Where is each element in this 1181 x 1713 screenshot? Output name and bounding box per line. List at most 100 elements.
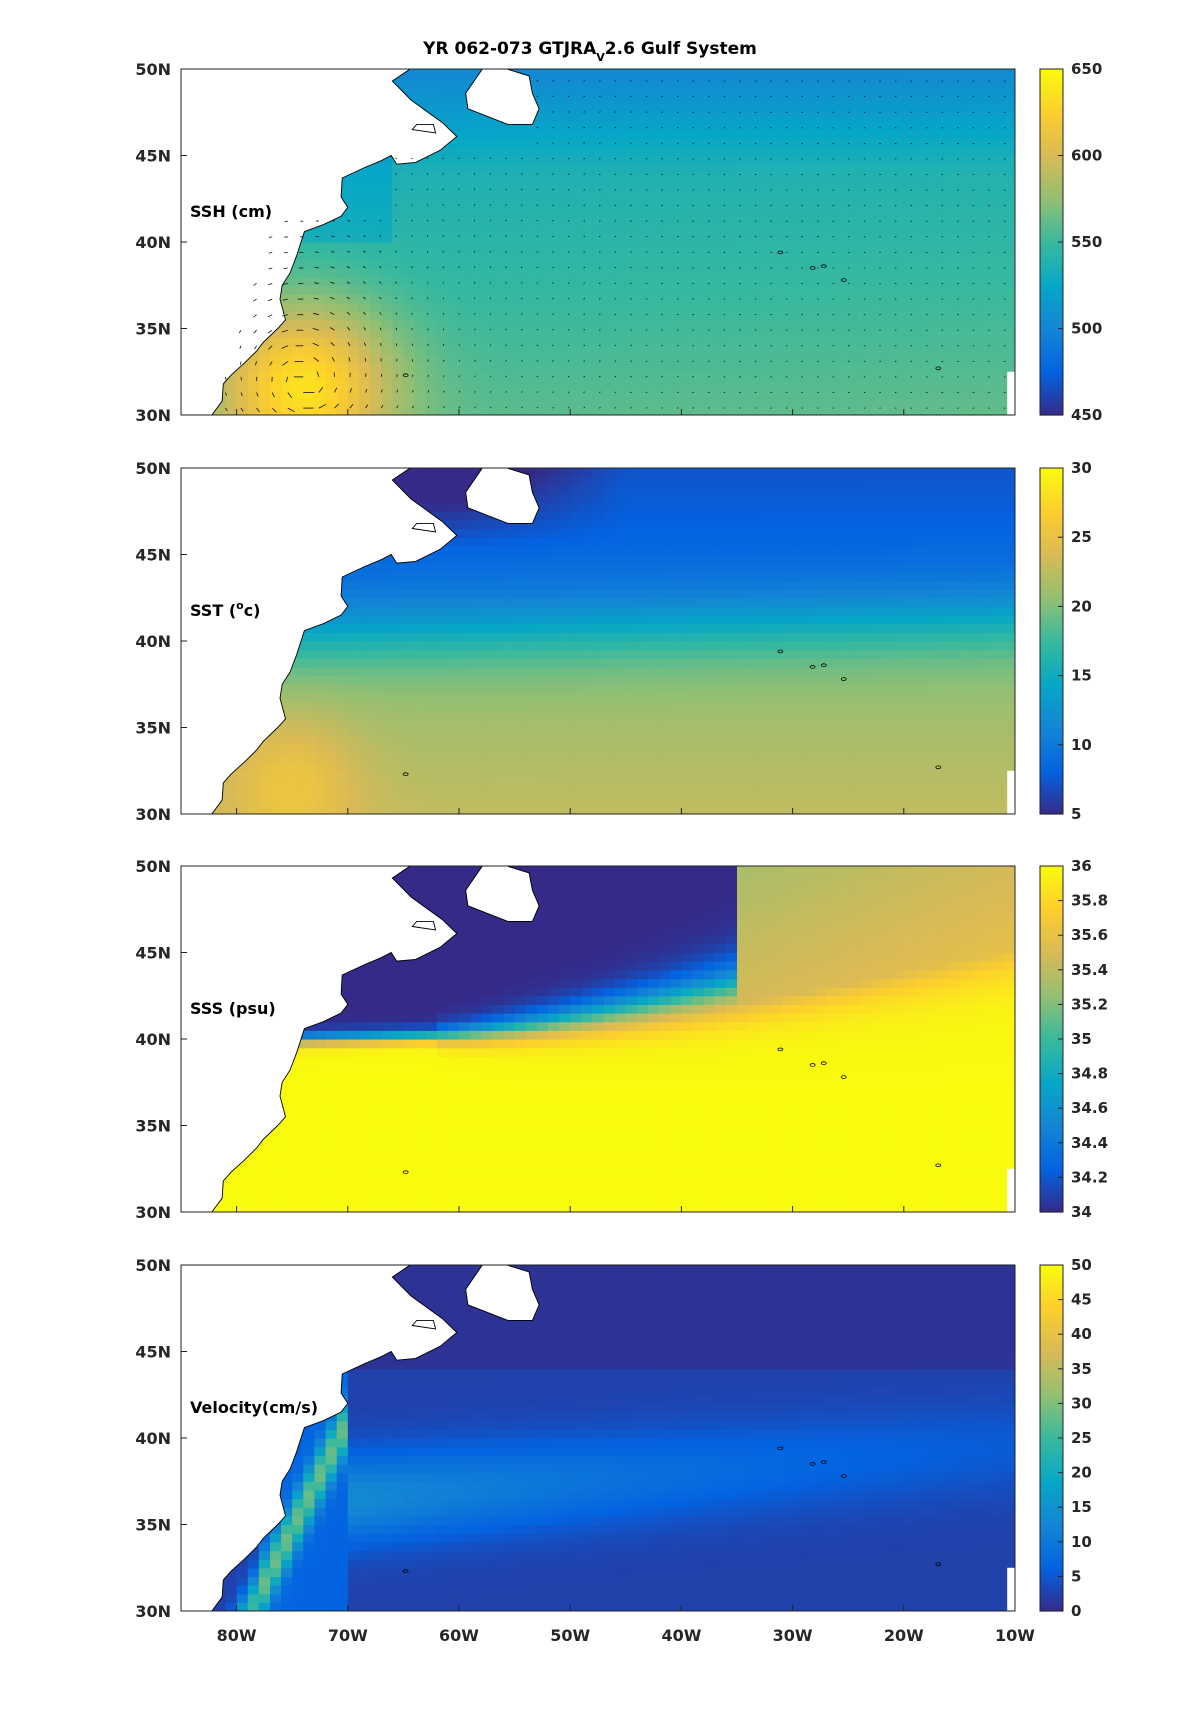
vector-arrow — [583, 344, 586, 347]
colorbar-strip — [1040, 341, 1063, 347]
colorbar-strip — [1040, 1321, 1063, 1327]
colorbar-strip — [1040, 82, 1063, 87]
island-outline — [820, 1061, 827, 1066]
colorbar-tick-label: 500 — [1071, 320, 1102, 338]
colorbar-strip — [1040, 667, 1063, 672]
colorbar-strip — [1040, 965, 1063, 971]
vector-arrow — [268, 345, 273, 350]
colorbar-strip — [1040, 1481, 1063, 1487]
vector-arrow — [520, 157, 523, 160]
colorbar-strip — [1040, 636, 1063, 642]
colorbar-strip — [1040, 1476, 1063, 1482]
vector-arrow — [552, 266, 554, 269]
colorbar-strip — [1040, 887, 1063, 893]
vector-arrow — [505, 266, 507, 269]
colorbar-strip — [1040, 151, 1063, 157]
vector-arrow — [536, 111, 539, 113]
colorbar-strip — [1040, 567, 1063, 573]
vector-arrow — [330, 281, 335, 284]
vector-arrow — [536, 188, 539, 191]
vector-arrow — [362, 265, 366, 269]
colorbar-strip — [1040, 354, 1063, 360]
island-outline — [840, 677, 847, 681]
newfoundland-island — [465, 69, 540, 125]
colorbar-strip — [1040, 619, 1063, 625]
vector-arrow — [334, 387, 338, 393]
missing-cell — [1007, 1168, 1015, 1212]
colorbar-strip — [1040, 788, 1063, 793]
colorbar-strip — [1040, 1103, 1063, 1109]
island-outline — [809, 665, 816, 669]
colorbar-strip — [1040, 879, 1063, 884]
colorbar-strip — [1040, 181, 1063, 187]
colorbar-strip — [1040, 978, 1063, 984]
vector-arrow — [329, 312, 335, 316]
colorbar-strip — [1040, 1099, 1063, 1105]
colorbar-strip — [1040, 1112, 1063, 1118]
colorbar-strip — [1040, 1286, 1063, 1292]
vector-arrow — [552, 235, 554, 238]
vector-arrow — [330, 266, 335, 269]
colorbar-strip — [1040, 541, 1063, 547]
panel-label: Velocity(cm/s) — [190, 1398, 318, 1417]
island-outline — [820, 1460, 827, 1465]
vector-arrow — [552, 142, 554, 144]
colorbar-strip — [1040, 1593, 1063, 1599]
vector-arrow — [363, 327, 366, 331]
colorbar-strip — [1040, 744, 1063, 750]
y-tick-label: 50N — [135, 857, 171, 876]
colorbar-strip — [1040, 1602, 1063, 1608]
colorbar-strip — [1040, 1108, 1063, 1114]
island-outline — [777, 1047, 784, 1052]
vector-arrow — [552, 251, 554, 253]
colorbar-strip — [1040, 956, 1063, 962]
vector-arrow — [489, 328, 492, 331]
colorbar-strip — [1040, 688, 1063, 694]
vector-arrow — [552, 219, 554, 222]
vector-arrow — [567, 407, 570, 409]
island-outline — [402, 1170, 409, 1175]
vector-arrow — [253, 329, 257, 334]
colorbar-strip — [1040, 1403, 1063, 1409]
colorbar-strip — [1040, 1190, 1063, 1196]
colorbar-strip — [1040, 1273, 1063, 1279]
colorbar-strip — [1040, 1528, 1063, 1534]
colorbar-strip — [1040, 177, 1063, 182]
colorbar-strip — [1040, 991, 1063, 997]
colorbar-strip — [1040, 1121, 1063, 1127]
vector-arrow — [583, 282, 586, 284]
vector-arrow — [267, 329, 273, 334]
vector-arrow — [379, 327, 382, 331]
vector-arrow — [583, 407, 586, 409]
colorbar-strip — [1040, 155, 1063, 161]
vector-arrow — [349, 388, 352, 393]
colorbar-tick-label: 34 — [1071, 1203, 1092, 1221]
colorbar-strip — [1040, 710, 1063, 716]
colorbar-strip — [1040, 922, 1063, 928]
vector-arrow — [489, 157, 491, 160]
vector-arrow — [427, 390, 430, 393]
vector-arrow — [313, 297, 319, 300]
vector-arrow — [426, 157, 429, 160]
colorbar-tick-label: 35.8 — [1071, 892, 1108, 910]
vector-arrow — [316, 371, 320, 378]
vector-arrow — [312, 328, 320, 331]
colorbar-strip — [1040, 1186, 1063, 1191]
vector-arrow — [552, 111, 554, 113]
vector-arrow — [443, 375, 445, 378]
colorbar-strip — [1040, 1147, 1063, 1152]
vector-arrow — [536, 204, 539, 206]
colorbar-strip — [1040, 641, 1063, 646]
vector-arrow — [552, 188, 554, 191]
island-outline — [840, 1474, 847, 1478]
colorbar-strip — [1040, 328, 1063, 334]
colorbar-strip — [1040, 194, 1063, 200]
vector-arrow — [520, 297, 523, 300]
colorbar-strip — [1040, 380, 1063, 386]
colorbar-strip — [1040, 1580, 1063, 1586]
colorbar-strip — [1040, 1420, 1063, 1426]
y-tick-label: 45N — [135, 147, 171, 166]
vector-arrow — [318, 404, 327, 409]
vector-arrow — [614, 251, 617, 253]
